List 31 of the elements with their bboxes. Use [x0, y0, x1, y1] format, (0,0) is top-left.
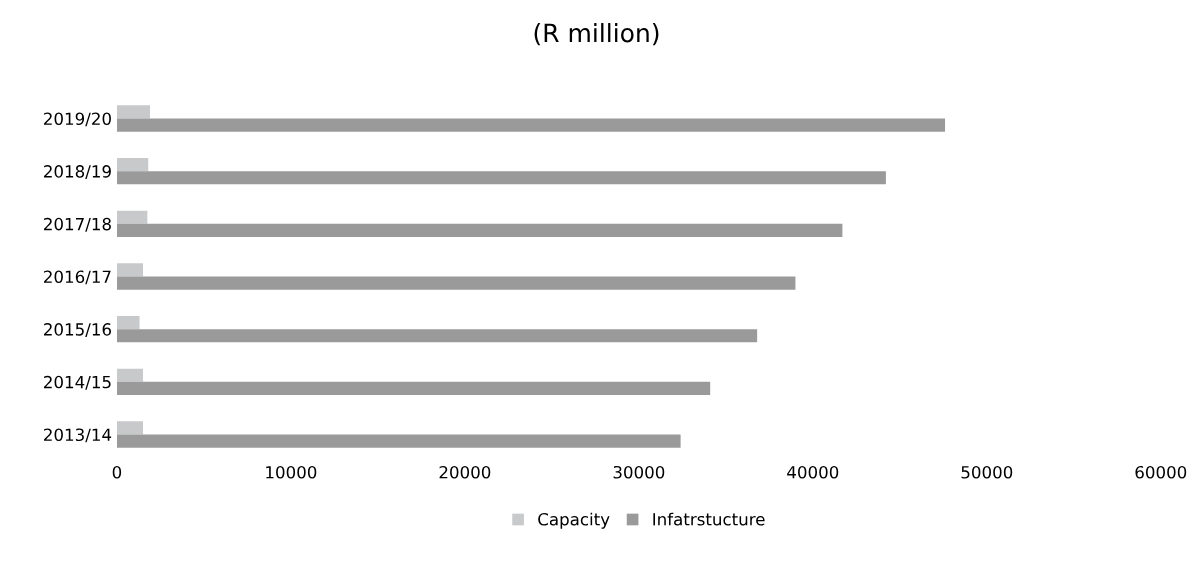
y-tick-label: 2015/16: [44, 323, 111, 338]
bar: [116, 434, 681, 448]
bar: [116, 105, 150, 119]
bar: [116, 329, 758, 343]
bar: [116, 381, 711, 395]
bar: [116, 263, 144, 277]
bar: [116, 171, 886, 185]
bar: [116, 315, 140, 330]
x-tick-label: 20000: [439, 465, 491, 479]
bar: [116, 157, 149, 172]
bar: [116, 421, 144, 435]
legend-label: Infatrstucture: [653, 512, 765, 526]
y-tick-label: 2014/15: [44, 375, 111, 390]
x-tick-label: 30000: [613, 465, 665, 479]
bar: [116, 368, 144, 382]
x-tick-label: 10000: [266, 465, 317, 479]
x-tick-label: 50000: [961, 465, 1013, 479]
bar: [116, 276, 796, 290]
x-tick-label: 60000: [1135, 465, 1187, 479]
legend-label: Capacity: [538, 512, 610, 529]
chart-title: (R million): [534, 23, 659, 46]
x-tick-label: 0: [112, 465, 122, 479]
y-tick-label: 2016/17: [44, 270, 111, 285]
bar: [116, 210, 148, 224]
x-tick-label: 40000: [787, 465, 839, 479]
y-tick-label: 2018/19: [44, 165, 111, 180]
bar: [116, 118, 946, 132]
bar: [116, 223, 843, 237]
y-tick-label: 2013/14: [44, 428, 112, 443]
y-tick-label: 2017/18: [44, 217, 111, 232]
y-tick-label: 2019/20: [44, 112, 111, 127]
